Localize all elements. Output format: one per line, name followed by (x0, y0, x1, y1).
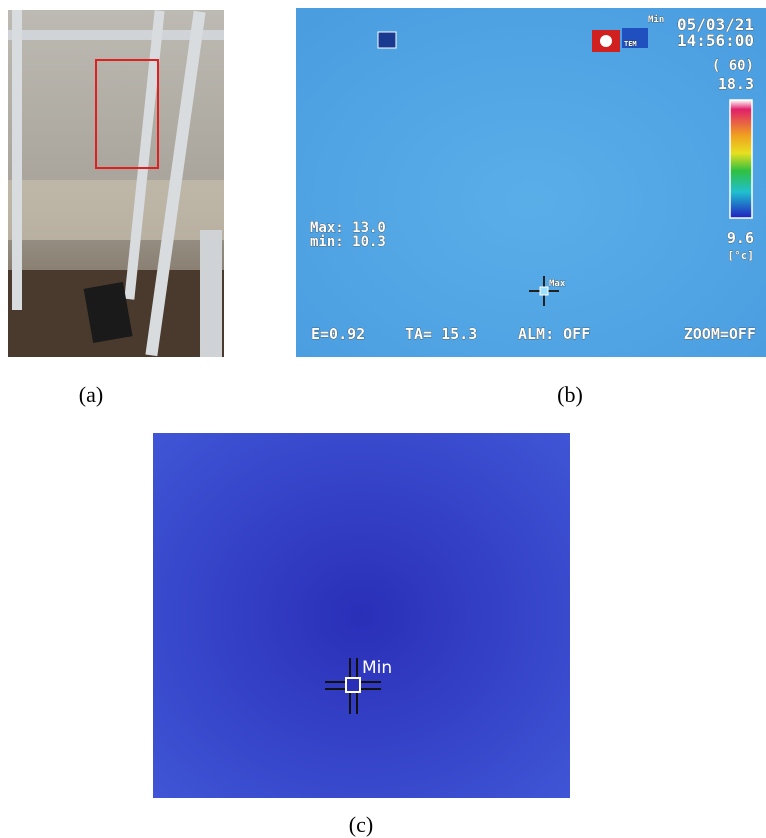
thermal-panel (296, 8, 766, 357)
osd-time: 14:56:00 (677, 31, 754, 50)
osd-emissivity: E=0.92 (311, 325, 365, 343)
figure: (a) 05/03/21 14:56:00 Min TEM ( 60) 18.3… (0, 0, 766, 838)
osd-icon: TEM (624, 40, 637, 48)
scale-unit: [°c] (728, 249, 755, 262)
osd-min: min: 10.3 (310, 234, 386, 250)
scale-max: 18.3 (718, 75, 754, 93)
thermal-panel (153, 433, 570, 798)
osd-frame: ( 60) (712, 58, 754, 74)
caption: (c) (349, 812, 373, 837)
caption: (b) (557, 382, 583, 407)
photo-panel (8, 10, 224, 357)
osd-corner: Min (648, 14, 664, 25)
caption: (a) (79, 382, 103, 407)
cursor-label: Max (549, 279, 566, 289)
scale-min: 9.6 (727, 229, 754, 247)
osd-zoom: ZOOM=OFF (684, 325, 756, 343)
osd-ambient: TA= 15.3 (405, 325, 477, 343)
cursor-label: Min (362, 658, 392, 678)
osd-alarm: ALM: OFF (518, 325, 590, 343)
